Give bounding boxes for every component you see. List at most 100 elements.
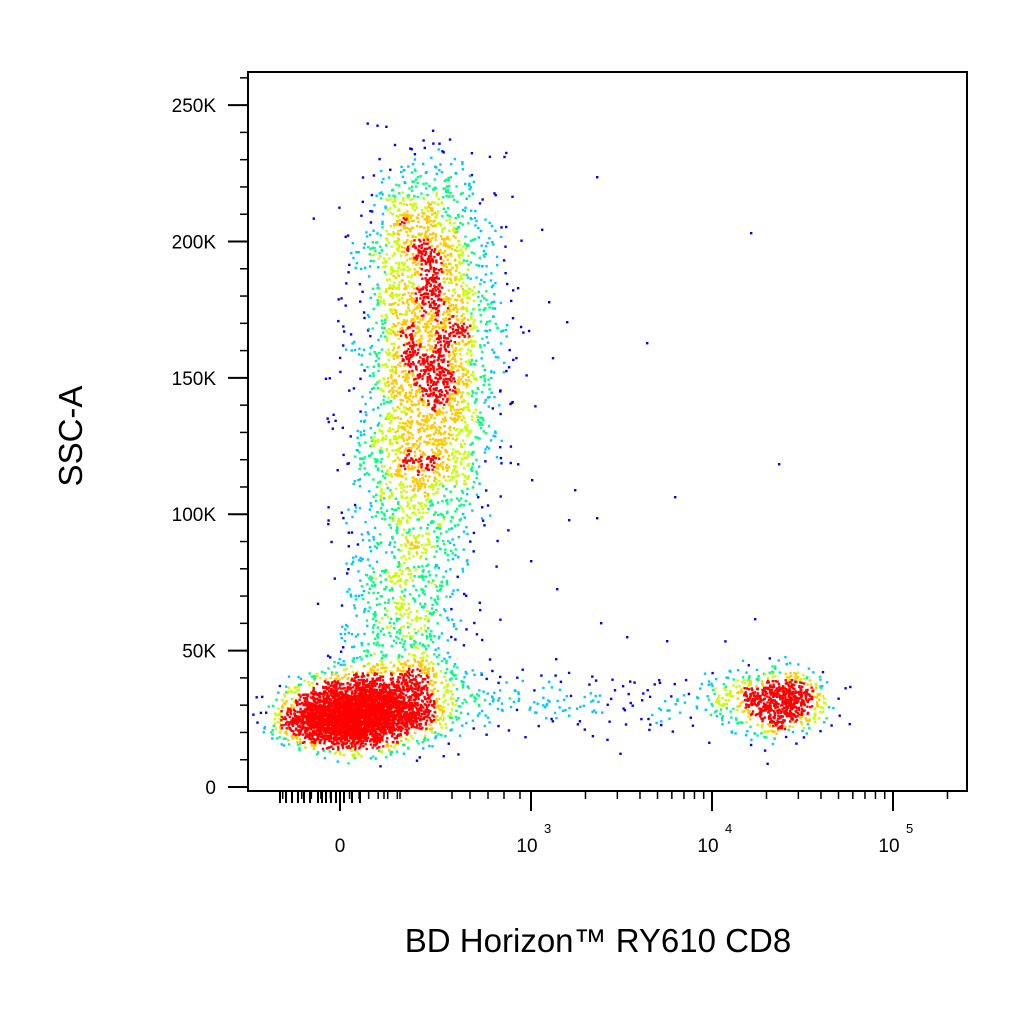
data-point [415, 588, 418, 592]
data-point [461, 724, 464, 727]
data-point [430, 334, 433, 337]
data-point [438, 457, 441, 460]
data-point [450, 357, 454, 360]
data-point [398, 436, 401, 439]
data-point [378, 533, 382, 536]
data-point [397, 637, 400, 640]
data-point [417, 245, 421, 248]
data-point [369, 667, 372, 671]
data-point [373, 431, 377, 435]
data-point [424, 678, 427, 681]
data-point [407, 220, 411, 223]
data-point [478, 437, 481, 440]
data-point [467, 454, 470, 458]
data-point [420, 671, 423, 674]
data-point [448, 229, 451, 232]
data-point [676, 699, 679, 703]
data-point [463, 334, 466, 338]
data-point [395, 223, 398, 226]
data-point [429, 385, 432, 388]
data-point [462, 313, 465, 316]
data-point [432, 699, 436, 703]
data-point [369, 575, 372, 578]
data-point [466, 243, 469, 247]
data-point [435, 277, 439, 280]
data-point [437, 647, 440, 650]
data-point [280, 719, 283, 722]
data-point [437, 412, 440, 415]
data-point [413, 351, 417, 354]
data-point [468, 409, 471, 412]
data-point [441, 455, 445, 459]
data-point [473, 238, 477, 241]
data-point [404, 373, 408, 376]
data-point [374, 359, 378, 363]
data-point [363, 242, 366, 245]
data-point [796, 676, 800, 679]
data-point [465, 426, 469, 430]
data-point [437, 334, 441, 337]
data-point [419, 662, 422, 665]
data-point [470, 209, 473, 212]
data-point [422, 237, 426, 240]
data-point [433, 653, 436, 656]
data-point [380, 667, 383, 670]
data-point [443, 425, 446, 428]
data-point [365, 747, 368, 751]
data-point [412, 511, 416, 514]
data-point [814, 708, 817, 711]
data-point [397, 303, 400, 306]
data-point [420, 192, 423, 195]
data-point [471, 289, 474, 292]
data-point [386, 609, 389, 613]
data-point [438, 479, 441, 483]
data-point [405, 461, 408, 465]
data-point [420, 398, 424, 401]
data-point [406, 218, 410, 222]
data-point [521, 679, 524, 683]
data-point [347, 568, 350, 571]
data-point [404, 558, 408, 561]
data-point [803, 709, 806, 712]
data-point [426, 357, 429, 360]
data-point [290, 691, 294, 694]
data-point [437, 438, 440, 442]
data-point [808, 727, 811, 730]
data-point [411, 337, 414, 341]
data-point [443, 326, 446, 330]
data-point [422, 303, 425, 306]
data-point [729, 691, 732, 694]
data-point [442, 196, 445, 199]
data-point [376, 287, 379, 290]
data-point [435, 397, 438, 401]
data-point [446, 258, 449, 262]
data-point [430, 291, 434, 295]
data-point [468, 288, 472, 291]
data-point [430, 679, 433, 683]
data-point [450, 163, 453, 166]
data-point [484, 398, 487, 402]
data-point [398, 458, 401, 461]
data-point [406, 659, 409, 662]
data-point [356, 436, 359, 439]
data-point [484, 273, 488, 276]
data-point [802, 673, 805, 677]
data-point [437, 637, 441, 640]
data-point [445, 499, 448, 502]
data-point [362, 597, 365, 601]
data-point [442, 340, 446, 343]
data-point [419, 516, 422, 519]
data-point [392, 671, 395, 675]
data-point [402, 752, 406, 755]
data-point [432, 270, 436, 273]
data-point [459, 248, 463, 251]
data-point [455, 419, 458, 422]
data-point [353, 673, 356, 677]
data-point [472, 299, 476, 303]
data-point [465, 493, 469, 496]
data-point [338, 751, 342, 754]
data-point [410, 467, 413, 471]
data-point [429, 484, 433, 487]
data-point [478, 482, 481, 485]
data-point [442, 380, 445, 384]
